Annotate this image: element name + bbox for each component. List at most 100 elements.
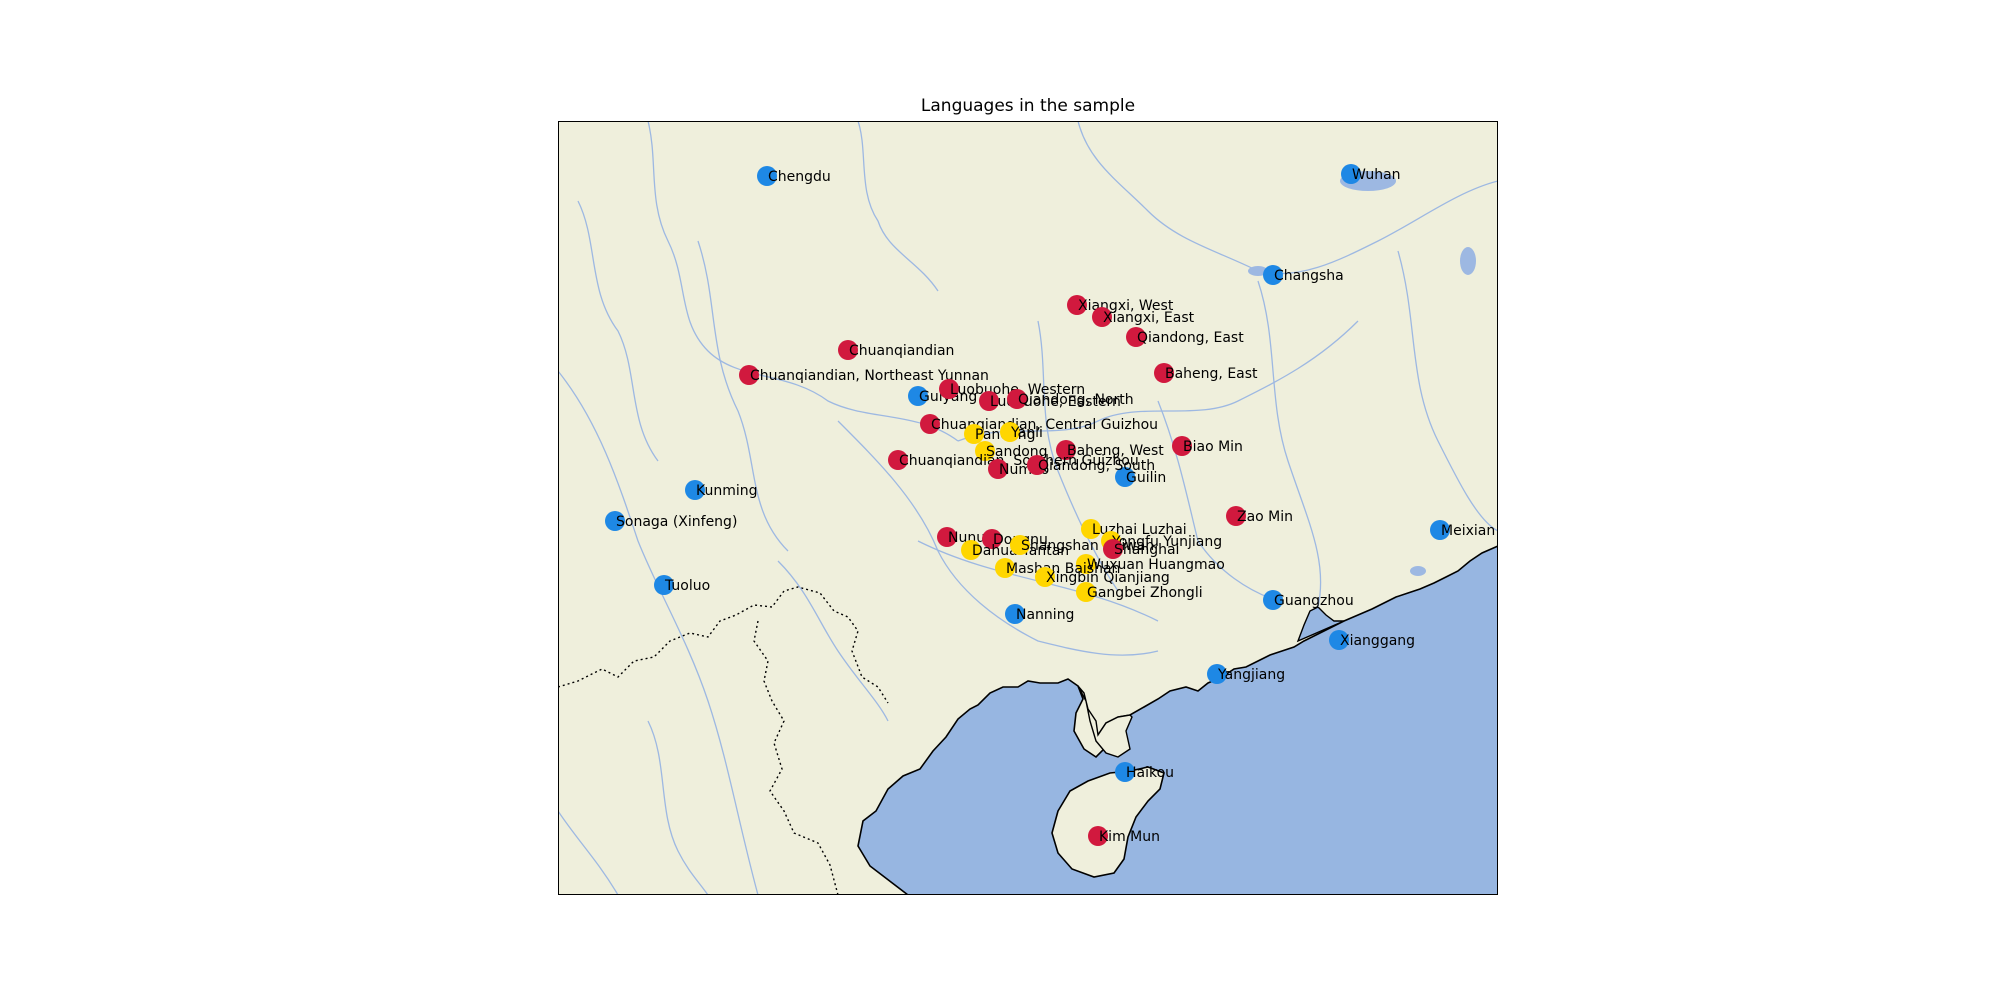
city-dot-guangzhou[interactable] (1263, 590, 1283, 610)
language-dot-xiangxi-west[interactable] (1067, 295, 1087, 315)
language-dot-nunu[interactable] (937, 527, 957, 547)
city-dot-chengdu[interactable] (757, 166, 777, 186)
marker-label-chengdu: Chengdu (768, 169, 831, 185)
language-dot-xingbin-qianjiang[interactable] (1035, 567, 1055, 587)
marker-chengdu[interactable]: Chengdu (757, 166, 831, 186)
language-dot-wuxuan-huangmao[interactable] (1076, 554, 1096, 574)
language-dot-qiandong-east[interactable] (1126, 327, 1146, 347)
marker-biao-min[interactable]: Biao Min (1172, 436, 1243, 456)
marker-gangbei-zhongli[interactable]: Gangbei Zhongli (1076, 582, 1203, 602)
marker-wuhan[interactable]: Wuhan (1341, 164, 1401, 184)
city-dot-sonaga-xinfeng[interactable] (605, 511, 625, 531)
marker-label-yangjiang: Yangjiang (1217, 667, 1285, 683)
marker-label-kim-mun: Kim Mun (1099, 829, 1160, 845)
marker-kim-mun[interactable]: Kim Mun (1088, 826, 1160, 846)
marker-label-xingbin-qianjiang: Xingbin Qianjiang (1046, 570, 1170, 586)
city-dot-guilin[interactable] (1115, 467, 1135, 487)
language-dot-shangshan-baiwan[interactable] (1010, 535, 1030, 555)
marker-sonaga-xinfeng[interactable]: Sonaga (Xinfeng) (605, 511, 737, 531)
language-dot-sandong[interactable] (975, 441, 995, 461)
language-dot-luobuohe-western[interactable] (939, 379, 959, 399)
marker-label-gangbei-zhongli: Gangbei Zhongli (1087, 585, 1203, 601)
language-dot-chuanqiandian[interactable] (838, 340, 858, 360)
marker-label-qiandong-south: Qiandong, South (1038, 458, 1155, 474)
marker-qiandong-east[interactable]: Qiandong, East (1126, 327, 1244, 347)
language-dot-chuanqiandian-southern-guizhou[interactable] (888, 450, 908, 470)
marker-baheng-west[interactable]: Baheng, West (1056, 440, 1164, 460)
marker-label-chuanqiandian-southern-guizhou: Chuanqiandian, Southern Guizhou (899, 453, 1139, 469)
marker-label-sonaga-xinfeng: Sonaga (Xinfeng) (616, 514, 737, 530)
marker-tuoluo[interactable]: Tuoluo (654, 575, 710, 595)
language-dot-qiandong-south[interactable] (1027, 455, 1047, 475)
language-dot-chuanqiandian-northeast-yunnan[interactable] (739, 365, 759, 385)
marker-qiandong-north[interactable]: Qiandong, North (1007, 389, 1134, 409)
marker-guilin[interactable]: Guilin (1115, 467, 1166, 487)
marker-shanghai[interactable]: Shanghai (1103, 539, 1179, 559)
marker-sandong[interactable]: Sandong (975, 441, 1048, 461)
language-dot-chuanqiandian-central-guizhou[interactable] (920, 414, 940, 434)
marker-kunming[interactable]: Kunming (685, 480, 758, 500)
language-dot-mashan-baishan[interactable] (995, 558, 1015, 578)
marker-label-changsha: Changsha (1274, 268, 1344, 284)
language-dot-pandong[interactable] (964, 424, 984, 444)
language-dot-kim-mun[interactable] (1088, 826, 1108, 846)
marker-xingbin-qianjiang[interactable]: Xingbin Qianjiang (1035, 567, 1170, 587)
marker-label-qiandong-north: Qiandong, North (1018, 392, 1134, 408)
city-dot-guiyang[interactable] (908, 386, 928, 406)
language-dot-shanghai[interactable] (1103, 539, 1123, 559)
language-dot-dongnu[interactable] (982, 529, 1002, 549)
marker-mashan-baishan[interactable]: Mashan Baishan (995, 558, 1120, 578)
estuary (1296, 606, 1345, 643)
city-dot-changsha[interactable] (1263, 265, 1283, 285)
city-dot-tuoluo[interactable] (654, 575, 674, 595)
language-dot-luzhai-luzhai[interactable] (1081, 519, 1101, 539)
marker-layer: ChengduWuhanChangshaGuiyangKunmingSonaga… (605, 164, 1495, 846)
map-title: Languages in the sample (920, 96, 1136, 116)
language-dot-baheng-east[interactable] (1154, 363, 1174, 383)
marker-chuanqiandian-southern-guizhou[interactable]: Chuanqiandian, Southern Guizhou (888, 450, 1139, 470)
marker-label-yongfu-yunjiang: Yongfu Yunjiang (1111, 534, 1222, 550)
marker-changsha[interactable]: Changsha (1263, 265, 1344, 285)
language-dot-baheng-west[interactable] (1056, 440, 1076, 460)
language-dot-dahua-yantan[interactable] (961, 540, 981, 560)
language-dot-qiandong-north[interactable] (1007, 389, 1027, 409)
language-dot-luobuohe-eastern[interactable] (979, 391, 999, 411)
city-dot-meixian[interactable] (1430, 520, 1450, 540)
city-dot-xianggang[interactable] (1329, 630, 1349, 650)
language-dot-zao-min[interactable] (1226, 506, 1246, 526)
marker-label-xiangxi-east: Xiangxi, East (1103, 310, 1195, 326)
city-dot-kunming[interactable] (685, 480, 705, 500)
language-dot-gangbei-zhongli[interactable] (1076, 582, 1096, 602)
marker-chuanqiandian[interactable]: Chuanqiandian (838, 340, 954, 360)
marker-label-zao-min: Zao Min (1237, 509, 1293, 525)
marker-label-biao-min: Biao Min (1183, 439, 1243, 455)
marker-label-wuxuan-huangmao: Wuxuan Huangmao (1087, 557, 1225, 573)
marker-xiangxi-east[interactable]: Xiangxi, East (1092, 307, 1195, 327)
map-frame[interactable]: ChengduWuhanChangshaGuiyangKunmingSonaga… (558, 121, 1498, 895)
city-dot-haikou[interactable] (1115, 762, 1135, 782)
marker-label-haikou: Haikou (1126, 765, 1174, 781)
marker-xianggang[interactable]: Xianggang (1329, 630, 1415, 650)
language-dot-biao-min[interactable] (1172, 436, 1192, 456)
marker-baheng-east[interactable]: Baheng, East (1154, 363, 1258, 383)
city-dot-yangjiang[interactable] (1207, 664, 1227, 684)
city-dot-nanning[interactable] (1005, 604, 1025, 624)
marker-meixian[interactable]: Meixian (1430, 520, 1495, 540)
language-dot-numao[interactable] (988, 459, 1008, 479)
city-dot-wuhan[interactable] (1341, 164, 1361, 184)
marker-wuxuan-huangmao[interactable]: Wuxuan Huangmao (1076, 554, 1225, 574)
marker-chuanqiandian-central-guizhou[interactable]: Chuanqiandian, Central Guizhou (920, 414, 1158, 434)
marker-label-xianggang: Xianggang (1340, 633, 1415, 649)
marker-label-qiandong-east: Qiandong, East (1137, 330, 1244, 346)
language-dot-yanli[interactable] (1000, 422, 1020, 442)
marker-haikou[interactable]: Haikou (1115, 762, 1174, 782)
marker-label-mashan-baishan: Mashan Baishan (1006, 561, 1120, 577)
marker-qiandong-south[interactable]: Qiandong, South (1027, 455, 1155, 475)
marker-guangzhou[interactable]: Guangzhou (1263, 590, 1354, 610)
marker-chuanqiandian-northeast-yunnan[interactable]: Chuanqiandian, Northeast Yunnan (739, 365, 989, 385)
language-dot-xiangxi-east[interactable] (1092, 307, 1112, 327)
marker-yangjiang[interactable]: Yangjiang (1207, 664, 1285, 684)
marker-zao-min[interactable]: Zao Min (1226, 506, 1293, 526)
marker-yanli[interactable]: Yanli (1000, 422, 1043, 442)
marker-nanning[interactable]: Nanning (1005, 604, 1074, 624)
